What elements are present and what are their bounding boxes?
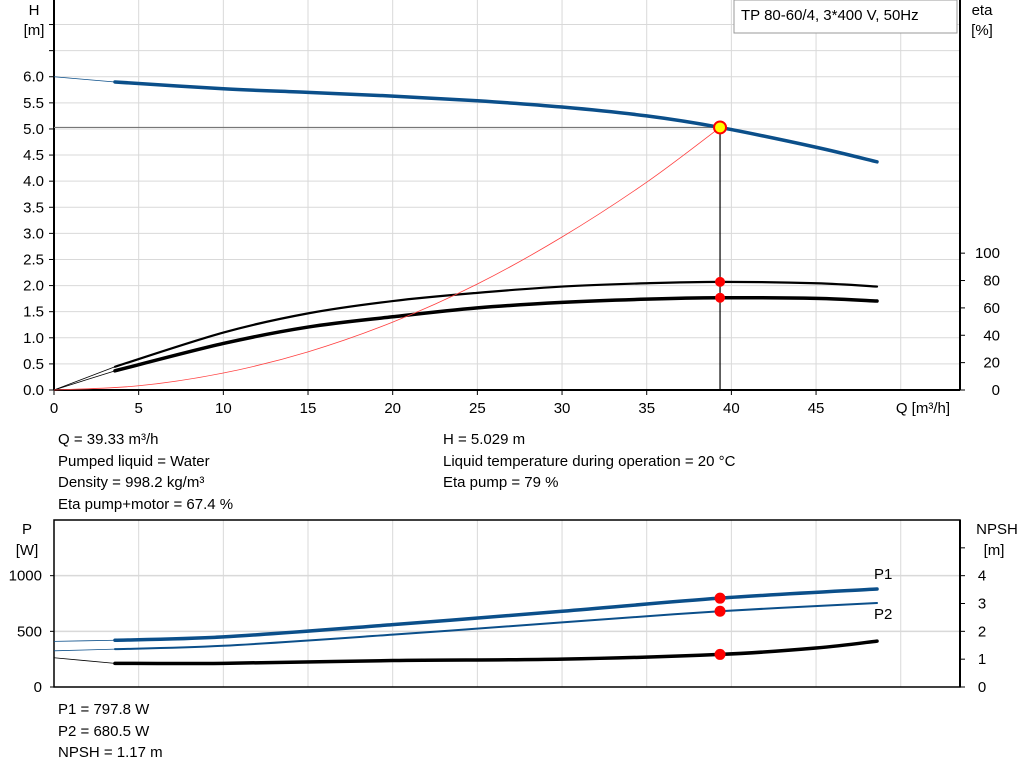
info-top-left: Q = 39.33 m³/h Pumped liquid = Water Den… xyxy=(58,429,233,515)
y-tick-label: 5.0 xyxy=(23,121,44,138)
y2-tick-label: 80 xyxy=(983,273,1000,290)
curve-P2-extrapolated xyxy=(53,648,115,652)
info-q: Q = 39.33 m³/h xyxy=(58,431,159,448)
y-tick-label: 4.0 xyxy=(23,173,44,190)
marker-P2 xyxy=(714,605,726,617)
y2-tick-label: 100 xyxy=(975,245,1000,262)
y-axis-unit: [m] xyxy=(24,22,45,39)
curve-P1-extrapolated xyxy=(53,639,115,642)
info-temperature: Liquid temperature during operation = 20… xyxy=(443,452,736,470)
curve-NPSH xyxy=(113,639,879,666)
y-tick-label: 3.0 xyxy=(23,225,44,242)
operating-point-marker xyxy=(713,120,728,135)
curve-H xyxy=(113,80,879,164)
curve-NPSH-extrapolated xyxy=(53,657,116,664)
curve-eta_pump-extrapolated xyxy=(53,366,116,391)
y2-axis-label: eta xyxy=(972,2,994,19)
y-tick-label: 5.5 xyxy=(23,95,44,112)
y-tick-label: 6.0 xyxy=(23,69,44,86)
y2-axis-unit: [%] xyxy=(971,22,993,39)
x-tick-label: 10 xyxy=(215,400,232,417)
y2-tick-label: 0 xyxy=(992,382,1000,399)
y2-tick-label: 4 xyxy=(978,568,986,585)
legend-box xyxy=(733,0,958,34)
info-h: H = 5.029 m xyxy=(443,431,526,448)
y-tick-label: 0 xyxy=(34,679,42,696)
curve-P1 xyxy=(113,587,879,642)
curve-eta_pump_motor xyxy=(113,295,879,373)
y-tick-label: 500 xyxy=(17,623,42,640)
x-tick-label: 30 xyxy=(554,400,571,417)
info-liquid: Pumped liquid = Water xyxy=(58,452,210,470)
legend-text: TP 80-60/4, 3*400 V, 50Hz xyxy=(741,7,919,24)
curve-P2 xyxy=(113,601,879,651)
info-npsh: NPSH = 1.17 m xyxy=(58,744,163,761)
y-tick-label: 1000 xyxy=(9,568,42,585)
info-p1: P1 = 797.8 W xyxy=(58,701,150,718)
x-tick-label: 15 xyxy=(300,400,317,417)
y2-tick-label: 20 xyxy=(983,355,1000,372)
curve-eta_pump xyxy=(113,280,879,368)
x-tick-label: 20 xyxy=(384,400,401,417)
y-tick-label: 0.0 xyxy=(23,382,44,399)
y2-tick-label: 3 xyxy=(978,596,986,613)
info-eta-pump-motor: Eta pump+motor = 67.4 % xyxy=(58,495,234,513)
curve-H-extrapolated xyxy=(53,76,115,83)
curve-eta_pump_motor-extrapolated xyxy=(53,370,116,391)
marker-eta-pump-motor xyxy=(715,292,726,303)
y-axis-label: H xyxy=(29,2,40,19)
x-tick-label: 35 xyxy=(638,400,655,417)
x-tick-label: 0 xyxy=(50,400,58,417)
y-tick-label: 3.5 xyxy=(23,199,44,216)
y-tick-label: 2.5 xyxy=(23,251,44,268)
info-top-right: H = 5.029 m Liquid temperature during op… xyxy=(443,429,735,494)
x-tick-label: 25 xyxy=(469,400,486,417)
marker-eta-pump xyxy=(715,276,726,287)
y2-tick-label: 2 xyxy=(978,623,986,640)
y-tick-label: 0.5 xyxy=(23,356,44,373)
x-tick-label: 45 xyxy=(808,400,825,417)
series-label-P2: P2 xyxy=(874,606,892,623)
curve-system xyxy=(53,127,721,391)
y2-tick-label: 0 xyxy=(978,679,986,696)
info-density: Density = 998.2 kg/m³ xyxy=(58,474,205,491)
x-tick-label: 5 xyxy=(135,400,143,417)
info-eta-pump: Eta pump = 79 % xyxy=(443,474,559,491)
y-axis-unit: [W] xyxy=(16,542,39,559)
marker-NPSH xyxy=(714,648,726,660)
y2-tick-label: 60 xyxy=(983,300,1000,317)
y-tick-label: 1.0 xyxy=(23,330,44,347)
y2-axis-label: NPSH xyxy=(976,521,1018,538)
y-tick-label: 2.0 xyxy=(23,278,44,295)
marker-P1 xyxy=(714,592,726,604)
y2-tick-label: 1 xyxy=(978,651,986,668)
y-axis-label: P xyxy=(22,521,32,538)
info-p2: P2 = 680.5 W xyxy=(58,722,150,740)
info-bottom: P1 = 797.8 W P2 = 680.5 W NPSH = 1.17 m xyxy=(58,699,163,764)
series-label-P1: P1 xyxy=(874,566,892,583)
x-tick-label: 40 xyxy=(723,400,740,417)
y2-tick-label: 40 xyxy=(983,327,1000,344)
y-tick-label: 1.5 xyxy=(23,304,44,321)
y2-axis-unit: [m] xyxy=(984,542,1005,559)
y-tick-label: 4.5 xyxy=(23,147,44,164)
x-axis-label: Q [m³/h] xyxy=(896,400,950,417)
